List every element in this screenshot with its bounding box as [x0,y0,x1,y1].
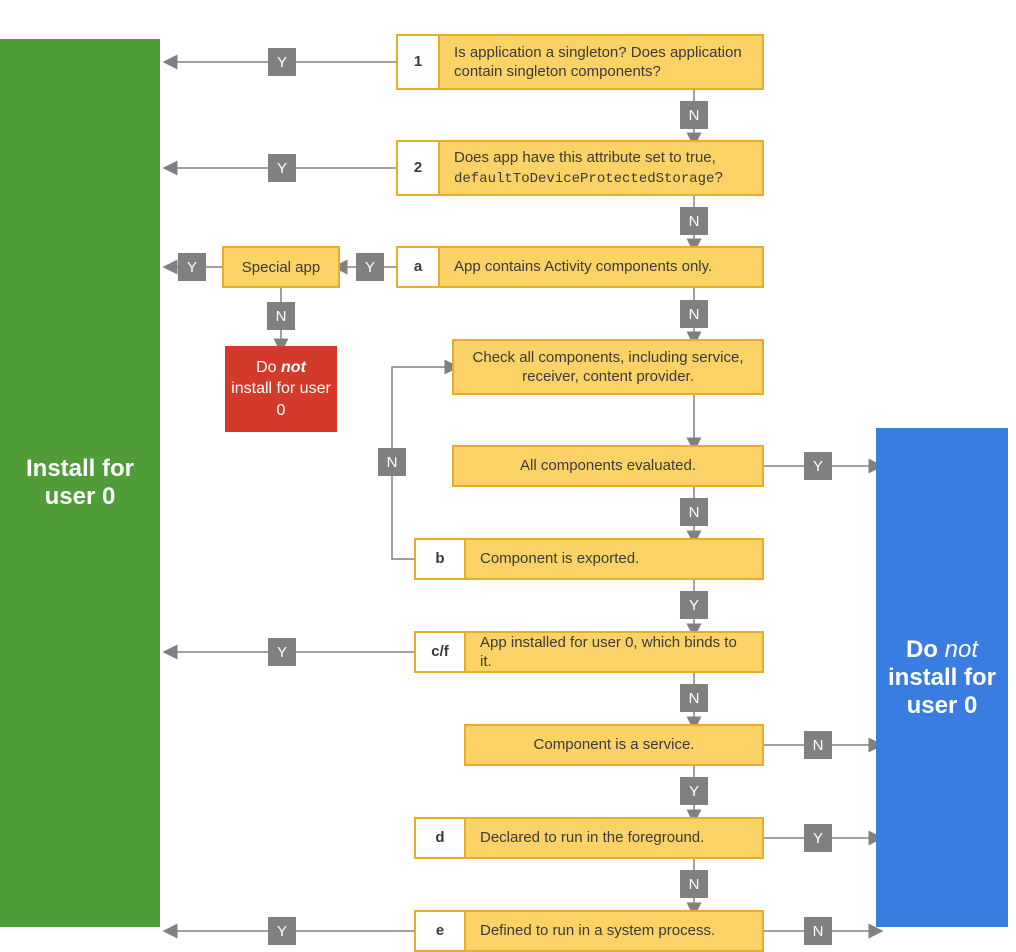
edge-label-yev: Y [804,452,832,480]
terminal-install-line2: user 0 [45,483,116,510]
node-special-app: Special app [222,246,340,288]
edge-label-y1: Y [268,48,296,76]
node-nb-tag: b [414,538,464,580]
node-svc-body: Component is a service. [464,724,764,766]
edge-label-ys: Y [178,253,206,281]
node-svc: Component is a service. [464,724,764,766]
node-n2: 2Does app have this attribute set to tru… [396,140,764,196]
terminal-install: Install foruser 0 [0,39,160,927]
edge-label-ybd: Y [680,591,708,619]
edge-label-ncfd: N [680,684,708,712]
edge-label-nad: N [680,300,708,328]
edge-label-ye: Y [268,917,296,945]
edge-label-y2: Y [268,154,296,182]
edge-label-nloop: N [378,448,406,476]
dni-em: not [945,636,978,663]
node-ncf-body: App installed for user 0, which binds to… [464,631,764,673]
node-n2-body: Does app have this attribute set to true… [438,140,764,196]
node-n2-code: defaultToDeviceProtectedStorage [454,171,714,187]
edge-label-n2d: N [680,207,708,235]
node-na: aApp contains Activity components only. [396,246,764,288]
node-eval: All components evaluated. [452,445,764,487]
node-nd-tag: d [414,817,464,859]
node-na-tag: a [396,246,438,288]
edge-label-ycf: Y [268,638,296,666]
node-n2-tag: 2 [396,140,438,196]
edge-label-ya: Y [356,253,384,281]
edge-label-yd: Y [804,824,832,852]
node-nd: dDeclared to run in the foreground. [414,817,764,859]
node-n1-body: Is application a singleton? Does applica… [438,34,764,90]
dni-post: user 0 [907,692,978,719]
node-nd-body: Declared to run in the foreground. [464,817,764,859]
node-nb-body: Component is exported. [464,538,764,580]
node-eval-body: All components evaluated. [452,445,764,487]
edge-label-nsv: N [804,731,832,759]
node-nb: bComponent is exported. [414,538,764,580]
dni-mid: install for [888,664,996,691]
node-n1: 1Is application a singleton? Does applic… [396,34,764,90]
edge-label-ns: N [267,302,295,330]
node-ncf-tag: c/f [414,631,464,673]
edge-label-ndd: N [680,870,708,898]
node-n1-tag: 1 [396,34,438,90]
dni-pre: Do [906,636,945,663]
node-do-not-install-red: Do not install for user 0 [225,346,337,432]
node-check: Check all components, including service,… [452,339,764,395]
node-check-body: Check all components, including service,… [452,339,764,395]
terminal-do-not-install: Do not install foruser 0 [876,428,1008,927]
edge-label-nne: N [804,917,832,945]
node-na-body: App contains Activity components only. [438,246,764,288]
terminal-install-line1: Install for [26,455,134,482]
edge-label-n1d: N [680,101,708,129]
edge-label-nevd: N [680,498,708,526]
edge-label-ysvd: Y [680,777,708,805]
node-ncf: c/fApp installed for user 0, which binds… [414,631,764,673]
